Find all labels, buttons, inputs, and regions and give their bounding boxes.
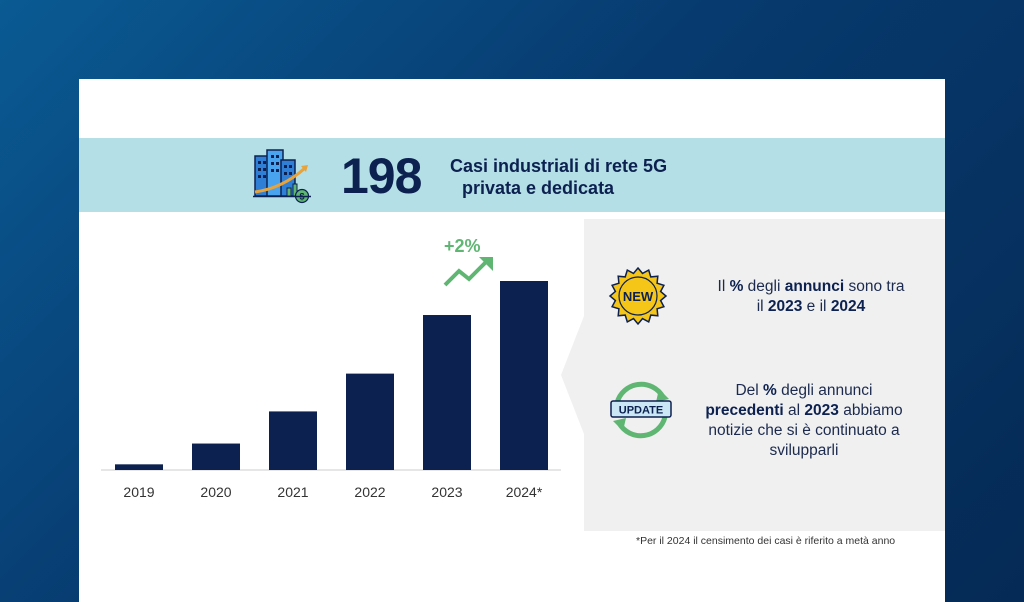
note-update: Del % degli annunci precedenti al 2023 a… xyxy=(705,382,903,459)
update-badge-text: UPDATE xyxy=(619,405,663,417)
growth-label: +2% xyxy=(444,236,481,256)
banner-line-1: Casi industriali di rete 5G xyxy=(450,156,668,176)
bar-2022 xyxy=(346,373,394,470)
bar-2021 xyxy=(269,411,317,470)
new-badge-text: NEW xyxy=(623,289,654,304)
trend-up-arrow-icon xyxy=(443,257,493,287)
banner-line-2: privata e dedicata xyxy=(462,178,615,198)
note-new: Il % degli annunci sono tra il 2023 e il… xyxy=(717,278,905,315)
infographic-card: $ 198 Casi industriali di rete 5G privat… xyxy=(79,79,945,602)
bar-2023 xyxy=(423,315,471,470)
buildings-growth-icon: $ xyxy=(253,149,311,204)
footnote: *Per il 2024 il censimento dei casi è ri… xyxy=(636,535,896,547)
bar-2019 xyxy=(115,464,163,470)
bar-2020 xyxy=(192,443,240,470)
bar-2024 xyxy=(500,281,548,470)
x-tick-label: 2022 xyxy=(354,484,385,500)
x-tick-label: 2023 xyxy=(431,484,462,500)
x-tick-label: 2024* xyxy=(506,484,543,500)
x-tick-label: 2021 xyxy=(277,484,308,500)
new-badge-icon: NEW xyxy=(608,266,668,326)
banner-description: Casi industriali di rete 5G privata e de… xyxy=(450,155,667,199)
cases-count: 198 xyxy=(341,148,422,204)
x-tick-label: 2020 xyxy=(200,484,231,500)
bar-chart: 2019 2020 2021 2022 2023 2024* xyxy=(101,281,561,500)
update-badge-icon: UPDATE xyxy=(610,381,672,439)
summary-banner: $ 198 Casi industriali di rete 5G privat… xyxy=(79,138,945,212)
x-tick-label: 2019 xyxy=(123,484,154,500)
